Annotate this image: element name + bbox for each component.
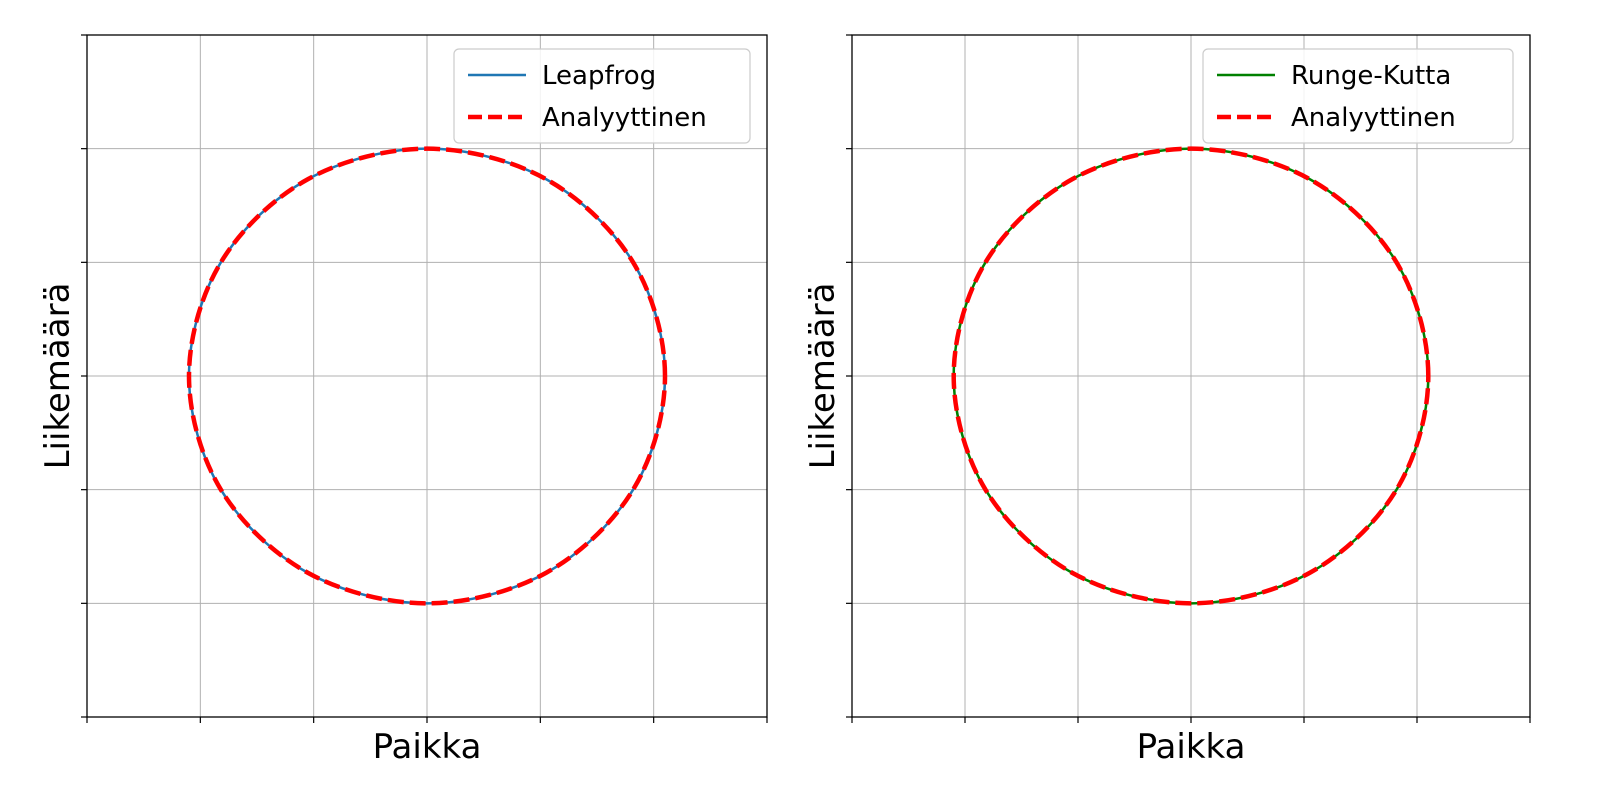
legend-box bbox=[453, 48, 751, 144]
legend: Runge-Kutta Analyyttinen bbox=[1202, 48, 1514, 144]
chart-1: Paikka Liikemäärä Leapfrog Analyyttinen bbox=[38, 34, 768, 767]
legend: Leapfrog Analyyttinen bbox=[453, 48, 751, 144]
x-axis-label: Paikka bbox=[373, 727, 482, 767]
legend-label-1: Runge-Kutta bbox=[1291, 61, 1451, 91]
axes-frame bbox=[851, 34, 1531, 718]
legend-box bbox=[1202, 48, 1514, 144]
y-axis-label: Liikemäärä bbox=[803, 283, 843, 470]
series-line-2 bbox=[186, 146, 668, 606]
axes-frame bbox=[86, 34, 768, 718]
x-axis-label: Paikka bbox=[1137, 727, 1246, 767]
y-axis-label: Liikemäärä bbox=[38, 283, 78, 470]
series-line-2 bbox=[951, 146, 1431, 606]
legend-label-1: Leapfrog bbox=[542, 61, 656, 91]
legend-label-2: Analyyttinen bbox=[542, 103, 707, 133]
legend-label-2: Analyyttinen bbox=[1291, 103, 1456, 133]
chart-2: Paikka Liikemäärä Runge-Kutta Analyyttinen bbox=[803, 34, 1531, 767]
